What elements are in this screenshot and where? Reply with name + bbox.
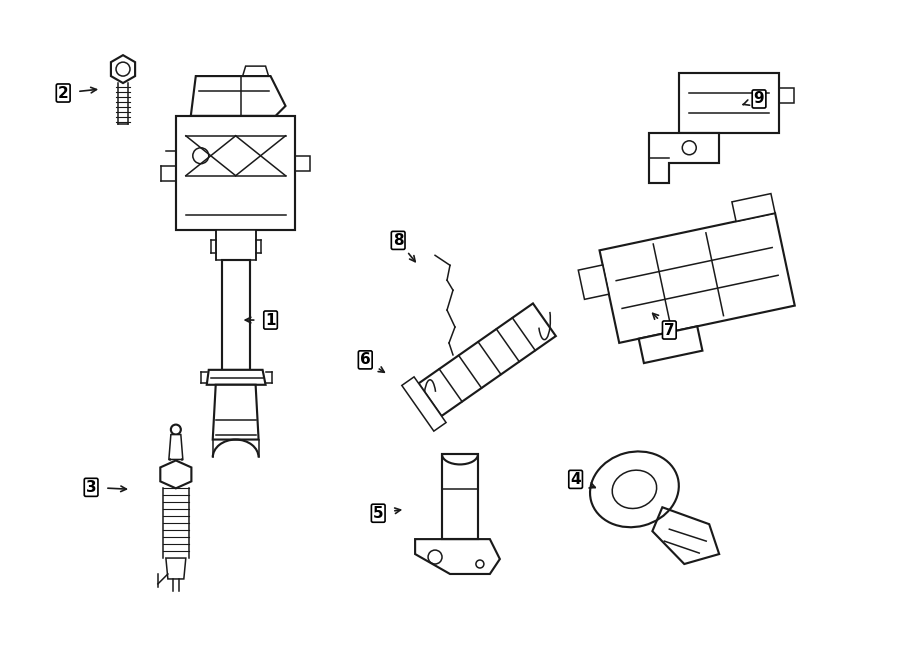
Text: 9: 9: [753, 91, 764, 107]
Polygon shape: [216, 230, 256, 260]
Polygon shape: [221, 260, 249, 370]
Polygon shape: [680, 73, 779, 133]
Polygon shape: [166, 558, 185, 579]
Polygon shape: [599, 213, 795, 343]
Text: 5: 5: [373, 506, 383, 521]
Polygon shape: [207, 370, 266, 385]
Text: 4: 4: [571, 472, 580, 487]
Text: 1: 1: [266, 312, 275, 328]
Text: 6: 6: [360, 352, 371, 367]
Text: 3: 3: [86, 480, 96, 495]
Polygon shape: [169, 434, 183, 459]
Polygon shape: [579, 265, 609, 299]
Polygon shape: [212, 385, 258, 440]
Polygon shape: [415, 539, 500, 574]
Text: 7: 7: [664, 322, 675, 338]
Polygon shape: [442, 455, 478, 539]
Polygon shape: [732, 193, 775, 221]
Polygon shape: [650, 133, 719, 183]
Polygon shape: [401, 377, 446, 431]
Polygon shape: [639, 326, 702, 363]
Text: 8: 8: [392, 233, 403, 248]
Text: 2: 2: [58, 85, 68, 101]
Polygon shape: [418, 303, 556, 416]
